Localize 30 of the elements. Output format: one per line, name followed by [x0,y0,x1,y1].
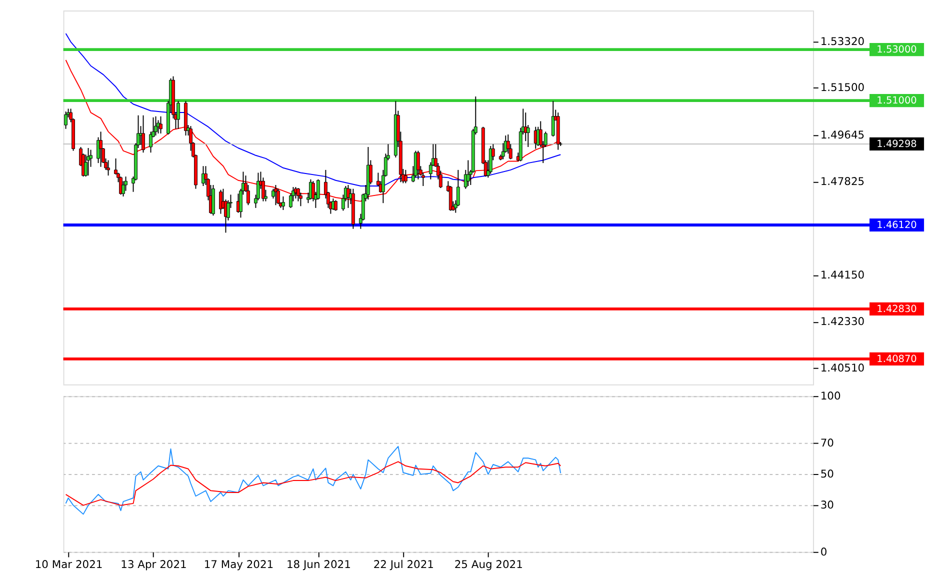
line-series [65,446,562,515]
candlestick [466,160,470,186]
x-tick-label: 13 Apr 2021 [120,558,187,571]
y-tick-label: 1.53320 [820,34,865,48]
candlestick [106,160,110,176]
ref-line-label: 1.53000 [876,44,917,56]
x-tick-label: 18 Jun 2021 [286,558,351,571]
x-tick-label: 17 May 2021 [204,558,274,571]
x-tick-label: 22 Jul 2021 [373,558,434,571]
x-tick-label: 25 Aug 2021 [454,558,523,571]
y-tick-label: 0 [820,545,828,558]
ref-line-label: 1.40870 [876,354,917,365]
y-tick-label: 1.44150 [820,268,865,282]
ref-line-label: 1.46120 [876,220,917,231]
ref-line-label: 1.49298 [876,138,917,150]
x-tick-label: 10 Mar 2021 [34,558,103,571]
y-tick-label: 1.42330 [820,315,865,328]
ref-line-label: 1.51000 [876,95,917,106]
y-tick-label: 50 [820,467,834,480]
y-tick-label: 1.51500 [820,81,865,94]
y-tick-label: 100 [820,390,841,403]
y-tick-label: 30 [820,498,834,512]
line-series [65,461,562,506]
candlestick [122,180,125,197]
candlestick [99,131,102,168]
y-tick-label: 1.49645 [820,128,865,142]
ref-line-label: 1.42830 [876,304,917,315]
y-tick-label: 70 [820,436,834,450]
y-tick-label: 1.47825 [820,174,865,188]
y-tick-label: 1.40510 [820,362,865,375]
